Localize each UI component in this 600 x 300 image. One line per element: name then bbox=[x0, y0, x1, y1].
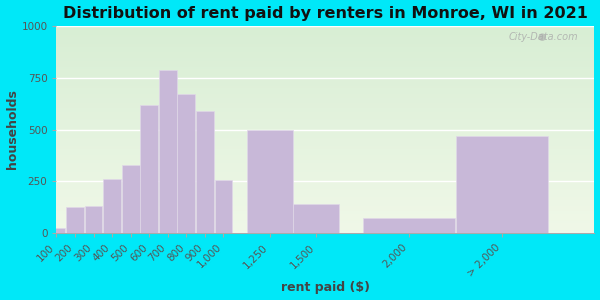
Text: City-Data.com: City-Data.com bbox=[509, 32, 578, 42]
Bar bbox=[140, 105, 158, 233]
Bar bbox=[159, 70, 176, 233]
Bar bbox=[122, 165, 140, 233]
Bar bbox=[66, 207, 84, 233]
Bar bbox=[103, 179, 121, 233]
Title: Distribution of rent paid by renters in Monroe, WI in 2021: Distribution of rent paid by renters in … bbox=[63, 6, 588, 21]
Bar bbox=[363, 218, 455, 233]
Bar bbox=[215, 180, 232, 233]
Y-axis label: households: households bbox=[5, 90, 19, 170]
Bar bbox=[247, 130, 293, 233]
Bar bbox=[455, 136, 548, 233]
Text: ●: ● bbox=[538, 32, 546, 42]
Bar bbox=[47, 228, 65, 233]
Bar bbox=[85, 206, 103, 233]
Bar bbox=[178, 94, 195, 233]
X-axis label: rent paid ($): rent paid ($) bbox=[281, 281, 370, 294]
Bar bbox=[293, 204, 339, 233]
Bar bbox=[196, 111, 214, 233]
